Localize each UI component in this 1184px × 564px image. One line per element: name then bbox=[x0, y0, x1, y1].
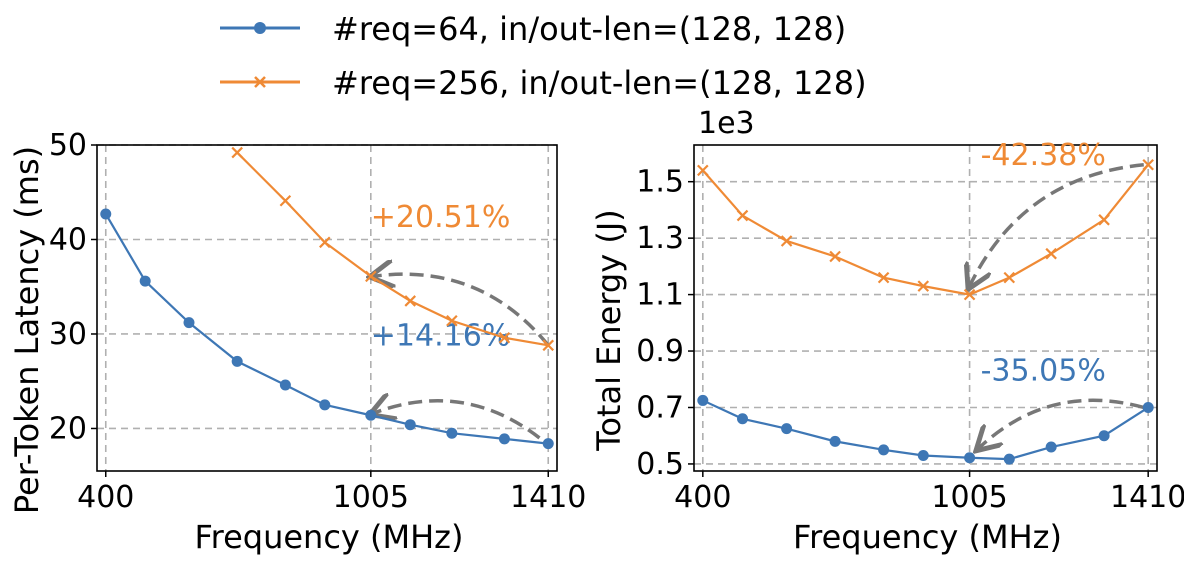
chart2-y-tick-label-4: 1.3 bbox=[636, 221, 684, 256]
chart1-series-1-point-0 bbox=[231, 146, 243, 159]
chart2-series-0-point-2 bbox=[781, 423, 793, 435]
chart2-series-0-point-5 bbox=[917, 449, 929, 461]
chart1-series-1 bbox=[231, 146, 555, 352]
legend: #req=64, in/out-len=(128, 128) #req=256,… bbox=[220, 10, 867, 102]
chart1-y-tick-label-3: 50 bbox=[49, 128, 87, 163]
chart1-x-tick-label-2: 1410 bbox=[510, 480, 586, 515]
chart2-x-tick-label-2: 1410 bbox=[1110, 480, 1184, 515]
chart2-series-0-line bbox=[702, 399, 1149, 461]
legend-entry-req256: #req=256, in/out-len=(128, 128) bbox=[220, 64, 867, 102]
chart1-series-0-point-3 bbox=[231, 355, 243, 367]
chart1-series-1-point-3 bbox=[365, 270, 377, 283]
chart1-series-1-point-5 bbox=[446, 314, 458, 327]
chart2-y-tick-label-5: 1.5 bbox=[636, 165, 684, 200]
chart1-annotations: +20.51% +14.16% bbox=[371, 200, 550, 440]
chart1-series-0-point-5 bbox=[319, 399, 331, 411]
chart1-series-0-point-0 bbox=[100, 208, 112, 220]
chart2-x-axis-label: Frequency (MHz) bbox=[793, 518, 1062, 556]
chart1-series-1-line bbox=[236, 151, 549, 347]
energy-chart-panel: 400 1005 1410 0.5 0.7 0.9 1.1 1.3 1.5 Frequency (… bbox=[590, 106, 1184, 556]
chart2-y-tick-label-1: 0.7 bbox=[636, 390, 684, 425]
chart1-y-tick-label-1: 30 bbox=[49, 317, 87, 352]
chart1-series-1-point-4 bbox=[404, 295, 417, 307]
chart2-series-0-point-4 bbox=[878, 444, 890, 456]
chart2-series-0-point-0 bbox=[697, 394, 709, 406]
chart2-series-1-point-9 bbox=[1098, 214, 1110, 226]
latency-chart-panel: 400 1005 1410 20 30 40 50 Frequency (MHz) Per-To… bbox=[8, 128, 586, 556]
chart1-series-0-point-9 bbox=[498, 433, 510, 445]
chart2-series-1-line bbox=[701, 164, 1150, 296]
chart1-y-axis-label: Per-Token Latency (ms) bbox=[8, 146, 46, 514]
chart2-annotations: -42.38% -35.05% bbox=[970, 138, 1145, 449]
chart2-annotation-arrow-1 bbox=[978, 398, 1145, 448]
chart2-series-1 bbox=[697, 158, 1154, 301]
chart1-annotation-label-0: +20.51% bbox=[371, 200, 511, 235]
chart2-series-0-point-3 bbox=[829, 435, 841, 447]
chart2-plot-frame bbox=[693, 144, 1158, 472]
chart1-annotation-arrow-0 bbox=[373, 274, 550, 347]
chart1-annotation-arrow-1 bbox=[373, 401, 541, 440]
chart1-series-0-point-4 bbox=[279, 379, 291, 391]
chart1-series-0-point-8 bbox=[446, 427, 458, 439]
chart2-series-1-point-1 bbox=[736, 209, 749, 222]
chart1-y-tick-label-2: 40 bbox=[49, 222, 87, 257]
chart2-series-1-point-4 bbox=[877, 271, 890, 284]
chart1-x-tick-label-1: 1005 bbox=[333, 480, 409, 515]
chart2-series-1-point-7 bbox=[1003, 271, 1016, 284]
chart2-annotation-label-0: -42.38% bbox=[981, 138, 1106, 173]
chart1-series-1-point-7 bbox=[542, 339, 555, 352]
chart1-annotation-label-1: +14.16% bbox=[371, 318, 511, 353]
chart1-series-0-point-1 bbox=[139, 275, 151, 287]
chart1-series-1-point-2 bbox=[319, 236, 331, 249]
chart2-y-axis-label: Total Energy (J) bbox=[590, 209, 628, 452]
chart2-series-1-point-0 bbox=[697, 164, 709, 177]
chart2-y-tick-label-3: 1.1 bbox=[636, 278, 684, 313]
legend-marker-req256 bbox=[254, 76, 266, 88]
chart2-series-1-point-2 bbox=[780, 235, 793, 247]
chart2-y-tick-label-0: 0.5 bbox=[636, 447, 684, 482]
chart1-plot-frame bbox=[96, 144, 558, 472]
chart1-grid bbox=[97, 144, 557, 471]
legend-label-req256: #req=256, in/out-len=(128, 128) bbox=[332, 64, 867, 102]
chart1-series-0-point-6 bbox=[365, 409, 377, 421]
chart1-series-0 bbox=[100, 208, 554, 450]
chart1-series-0-point-2 bbox=[183, 317, 195, 329]
chart2-series-0-point-6 bbox=[964, 452, 976, 464]
chart1-series-0-point-7 bbox=[404, 419, 416, 431]
chart2-grid bbox=[694, 145, 1157, 471]
legend-entry-req64: #req=64, in/out-len=(128, 128) bbox=[220, 10, 846, 48]
chart2-annotation-arrow-0 bbox=[970, 163, 1144, 286]
chart1-series-1-point-6 bbox=[498, 331, 511, 344]
chart2-series-0-point-1 bbox=[737, 413, 749, 425]
chart2-series-0 bbox=[697, 394, 1154, 465]
chart1-x-tick-label-0: 400 bbox=[77, 480, 134, 515]
chart2-x-tick-label-0: 400 bbox=[674, 480, 731, 515]
legend-marker-req64 bbox=[254, 22, 266, 34]
chart2-series-1-point-8 bbox=[1045, 247, 1057, 260]
chart2-series-0-point-10 bbox=[1142, 401, 1154, 413]
legend-label-req64: #req=64, in/out-len=(128, 128) bbox=[332, 10, 846, 48]
chart1-y-tick-label-0: 20 bbox=[49, 411, 87, 446]
chart2-series-0-point-8 bbox=[1045, 441, 1057, 453]
chart2-x-tick-label-1: 1005 bbox=[931, 480, 1007, 515]
chart2-series-1-point-6 bbox=[963, 288, 976, 301]
chart2-series-0-point-7 bbox=[1003, 453, 1015, 465]
chart2-series-1-point-3 bbox=[829, 250, 841, 263]
chart2-series-0-point-9 bbox=[1098, 430, 1110, 442]
chart2-series-1-point-5 bbox=[917, 280, 930, 292]
chart2-y-multiplier: 1e3 bbox=[698, 106, 755, 141]
chart2-annotation-label-1: -35.05% bbox=[981, 354, 1106, 389]
chart2-series-1-point-10 bbox=[1142, 158, 1154, 171]
chart2-y-tick-label-2: 0.9 bbox=[636, 334, 684, 369]
chart1-x-axis-label: Frequency (MHz) bbox=[195, 518, 464, 556]
chart1-series-1-point-1 bbox=[279, 194, 292, 207]
chart1-series-0-point-10 bbox=[542, 438, 554, 450]
